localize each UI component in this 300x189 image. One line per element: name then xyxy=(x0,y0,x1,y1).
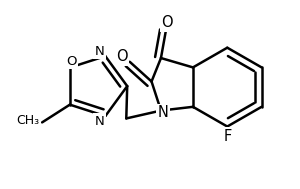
Text: N: N xyxy=(94,45,104,58)
Text: N: N xyxy=(94,115,104,128)
Text: N: N xyxy=(158,105,168,120)
Text: O: O xyxy=(161,15,173,30)
Text: F: F xyxy=(223,129,231,144)
Text: CH₃: CH₃ xyxy=(17,114,40,127)
Text: O: O xyxy=(67,55,77,68)
Text: O: O xyxy=(116,49,128,64)
